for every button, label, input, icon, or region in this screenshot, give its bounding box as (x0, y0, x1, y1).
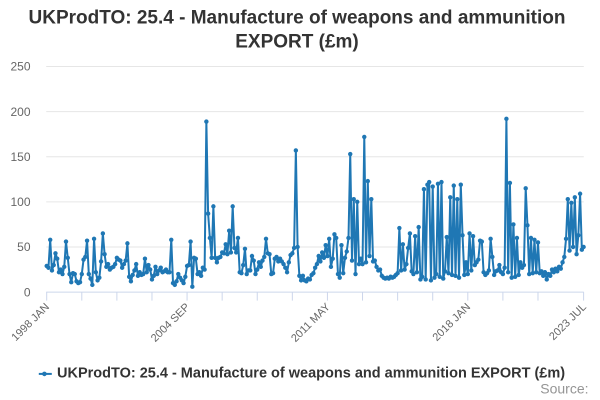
svg-text:200: 200 (10, 105, 30, 119)
svg-text:UKProdTO: 25.4 - Manufacture o: UKProdTO: 25.4 - Manufacture of weapons … (57, 365, 565, 381)
svg-text:50: 50 (17, 240, 31, 254)
svg-text:UKProdTO: 25.4 - Manufacture o: UKProdTO: 25.4 - Manufacture of weapons … (29, 8, 566, 29)
svg-text:150: 150 (10, 150, 30, 164)
svg-text:100: 100 (10, 195, 30, 209)
svg-text:0: 0 (24, 285, 31, 299)
svg-text:Source:: Source: (540, 381, 588, 397)
svg-text:250: 250 (10, 60, 30, 74)
svg-text:EXPORT (£m): EXPORT (£m) (235, 32, 359, 53)
